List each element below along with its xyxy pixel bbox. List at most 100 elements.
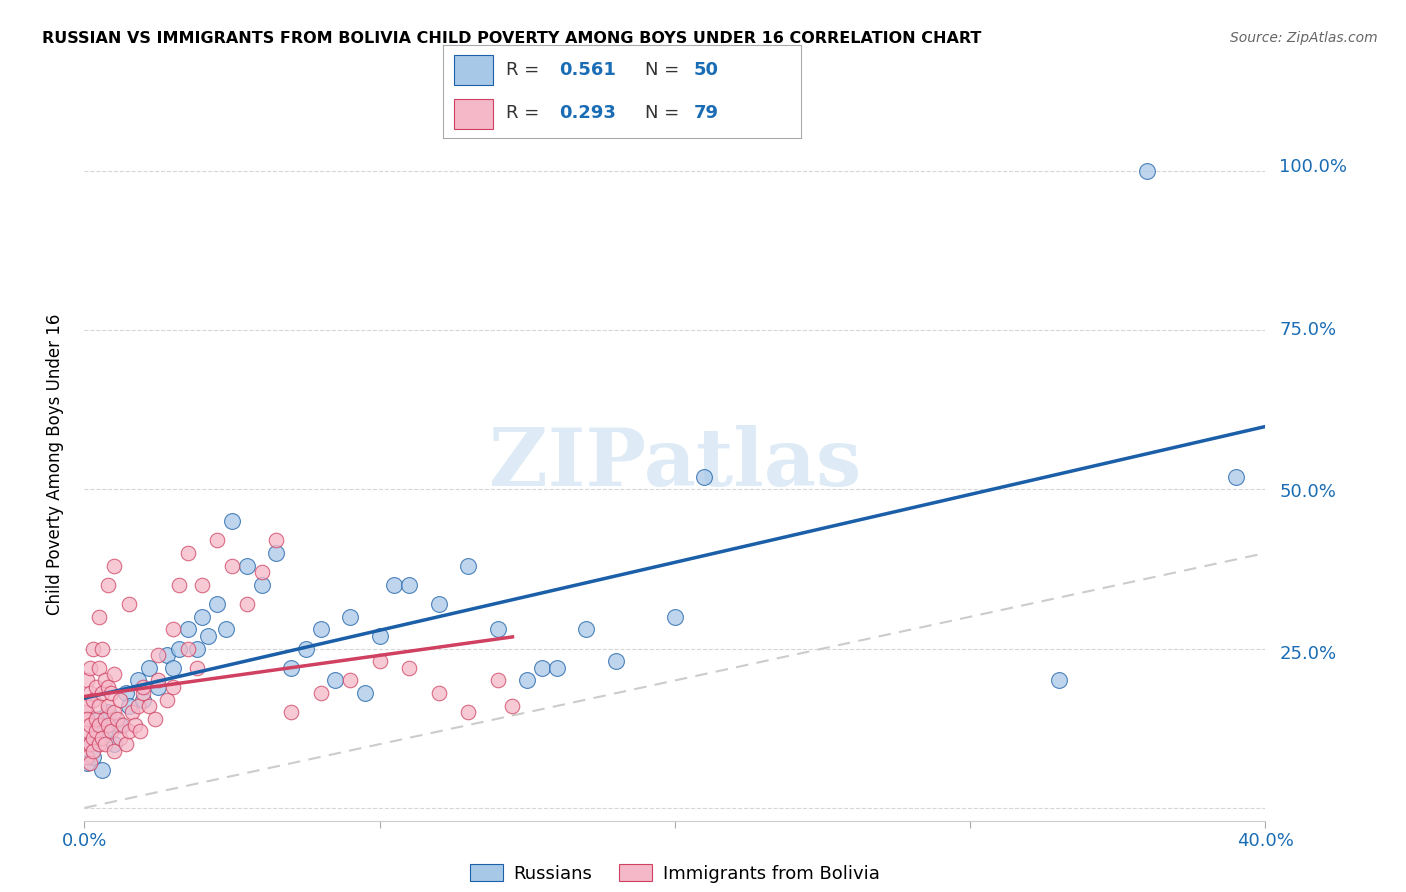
Point [162, 661, 184, 675]
Point [546, 661, 568, 675]
Point [235, 597, 259, 611]
Point [427, 686, 450, 700]
Point [264, 533, 288, 548]
Point [132, 680, 155, 694]
Point [148, 680, 170, 694]
Point [295, 641, 318, 656]
Point [103, 667, 125, 681]
Point [121, 706, 143, 720]
Point [79, 737, 101, 751]
Point [235, 558, 259, 573]
Point [87, 698, 111, 713]
Point [79, 718, 101, 732]
Point [382, 578, 406, 592]
Text: Source: ZipAtlas.com: Source: ZipAtlas.com [1230, 31, 1378, 45]
Point [79, 737, 101, 751]
Point [79, 756, 101, 771]
Point [114, 686, 136, 700]
Point [530, 661, 553, 675]
Point [108, 731, 131, 745]
Point [87, 661, 111, 675]
Point [250, 578, 273, 592]
Text: R =: R = [506, 61, 544, 78]
Point [76, 756, 98, 771]
Text: RUSSIAN VS IMMIGRANTS FROM BOLIVIA CHILD POVERTY AMONG BOYS UNDER 16 CORRELATION: RUSSIAN VS IMMIGRANTS FROM BOLIVIA CHILD… [42, 31, 981, 46]
Point [177, 641, 200, 656]
Point [186, 661, 208, 675]
Point [84, 724, 107, 739]
Point [103, 706, 125, 720]
Text: 0.561: 0.561 [560, 61, 616, 78]
Point [91, 641, 114, 656]
Point [191, 578, 214, 592]
Point [486, 673, 509, 688]
Point [73, 737, 96, 751]
Point [280, 706, 302, 720]
Text: 25.0%: 25.0% [1279, 645, 1337, 663]
Point [427, 597, 450, 611]
Point [516, 673, 538, 688]
Bar [454, 55, 494, 85]
Text: N =: N = [645, 61, 686, 78]
Y-axis label: Child Poverty Among Boys Under 16: Child Poverty Among Boys Under 16 [45, 313, 63, 615]
Point [1136, 163, 1159, 178]
Point [105, 712, 128, 726]
Point [124, 718, 146, 732]
Point [132, 686, 155, 700]
Point [197, 629, 219, 643]
Point [264, 546, 288, 560]
Text: 50: 50 [695, 61, 718, 78]
Point [215, 623, 238, 637]
Point [118, 724, 141, 739]
Point [84, 712, 107, 726]
Text: N =: N = [645, 104, 686, 122]
Point [82, 750, 104, 764]
Point [87, 712, 111, 726]
Point [91, 731, 114, 745]
Point [127, 698, 149, 713]
Point [309, 623, 332, 637]
Point [108, 692, 131, 706]
Point [354, 686, 377, 700]
Point [339, 673, 361, 688]
Point [97, 680, 120, 694]
Point [97, 718, 120, 732]
Point [82, 692, 104, 706]
Text: 0.293: 0.293 [560, 104, 616, 122]
Point [148, 673, 170, 688]
Point [398, 578, 420, 592]
Point [457, 706, 479, 720]
Point [103, 558, 125, 573]
Point [114, 737, 136, 751]
Point [143, 712, 166, 726]
Point [138, 698, 160, 713]
Point [280, 661, 302, 675]
Point [162, 623, 184, 637]
Point [94, 737, 117, 751]
Point [339, 609, 361, 624]
Point [205, 597, 228, 611]
Point [79, 686, 101, 700]
Point [118, 597, 141, 611]
Point [1225, 469, 1247, 483]
Point [129, 724, 152, 739]
Point [221, 514, 243, 528]
Point [97, 698, 120, 713]
Point [156, 692, 179, 706]
Point [94, 712, 117, 726]
Point [693, 469, 716, 483]
Point [368, 629, 391, 643]
Point [97, 706, 120, 720]
Point [205, 533, 228, 548]
Point [84, 680, 107, 694]
Bar [454, 99, 494, 129]
Point [94, 724, 117, 739]
Point [91, 763, 114, 777]
Point [132, 692, 155, 706]
Point [177, 546, 200, 560]
Text: R =: R = [506, 104, 544, 122]
Point [87, 609, 111, 624]
Text: 79: 79 [695, 104, 718, 122]
Point [97, 578, 120, 592]
Point [186, 641, 208, 656]
